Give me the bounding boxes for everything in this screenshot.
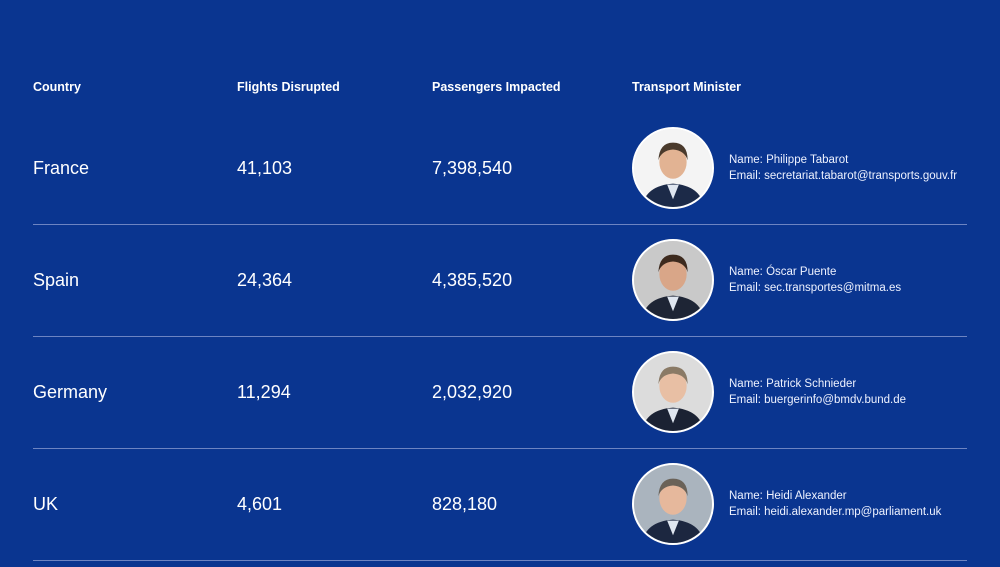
minister-email[interactable]: Email: sec.transportes@mitma.es bbox=[729, 282, 902, 294]
minister-photo bbox=[632, 127, 714, 209]
flights-cell: 11,294 bbox=[237, 381, 291, 402]
portrait-icon bbox=[634, 353, 712, 431]
minister-name: Name: Patrick Schnieder bbox=[729, 378, 857, 390]
minister-photo bbox=[632, 239, 714, 321]
minister-contact: Name: Óscar Puente Email: sec.transporte… bbox=[729, 264, 901, 296]
table-row: Spain 24,364 4,385,520 Name: Óscar Puent… bbox=[33, 224, 967, 337]
minister-name: Name: Óscar Puente bbox=[729, 266, 837, 278]
country-cell: Germany bbox=[33, 381, 108, 402]
flights-cell: 24,364 bbox=[237, 269, 293, 290]
header-country: Country bbox=[33, 80, 81, 94]
minister-email[interactable]: Email: buergerinfo@bmdv.bund.de bbox=[729, 394, 907, 406]
minister-name: Name: Philippe Tabarot bbox=[729, 154, 849, 166]
passengers-cell: 4,385,520 bbox=[432, 269, 513, 290]
portrait-icon bbox=[634, 465, 712, 543]
header-flights-disrupted: Flights Disrupted bbox=[237, 80, 340, 94]
passengers-cell: 828,180 bbox=[432, 493, 498, 514]
minister-contact: Name: Philippe Tabarot Email: secretaria… bbox=[729, 152, 957, 184]
minister-photo bbox=[632, 463, 714, 545]
minister-email[interactable]: Email: heidi.alexander.mp@parliament.uk bbox=[729, 506, 942, 518]
portrait-icon bbox=[634, 241, 712, 319]
minister-contact: Name: Heidi Alexander Email: heidi.alexa… bbox=[729, 488, 941, 520]
passengers-cell: 2,032,920 bbox=[432, 381, 513, 402]
table-row: Germany 11,294 2,032,920 Name: Patrick S… bbox=[33, 336, 967, 449]
table-row: UK 4,601 828,180 Name: Heidi Alexander E… bbox=[33, 448, 967, 561]
header-transport-minister: Transport Minister bbox=[632, 80, 742, 94]
passengers-cell: 7,398,540 bbox=[432, 157, 513, 178]
flights-cell: 41,103 bbox=[237, 157, 293, 178]
minister-email[interactable]: Email: secretariat.tabarot@transports.go… bbox=[729, 170, 958, 182]
country-cell: UK bbox=[33, 493, 59, 514]
country-cell: Spain bbox=[33, 269, 80, 290]
country-cell: France bbox=[33, 157, 90, 178]
table-row: France 41,103 7,398,540 Name: Philippe T… bbox=[33, 112, 967, 225]
portrait-icon bbox=[634, 129, 712, 207]
minister-name: Name: Heidi Alexander bbox=[729, 490, 847, 502]
header-passengers-impacted: Passengers Impacted bbox=[432, 80, 561, 94]
flights-cell: 4,601 bbox=[237, 493, 283, 514]
minister-contact: Name: Patrick Schnieder Email: buergerin… bbox=[729, 376, 906, 408]
minister-photo bbox=[632, 351, 714, 433]
